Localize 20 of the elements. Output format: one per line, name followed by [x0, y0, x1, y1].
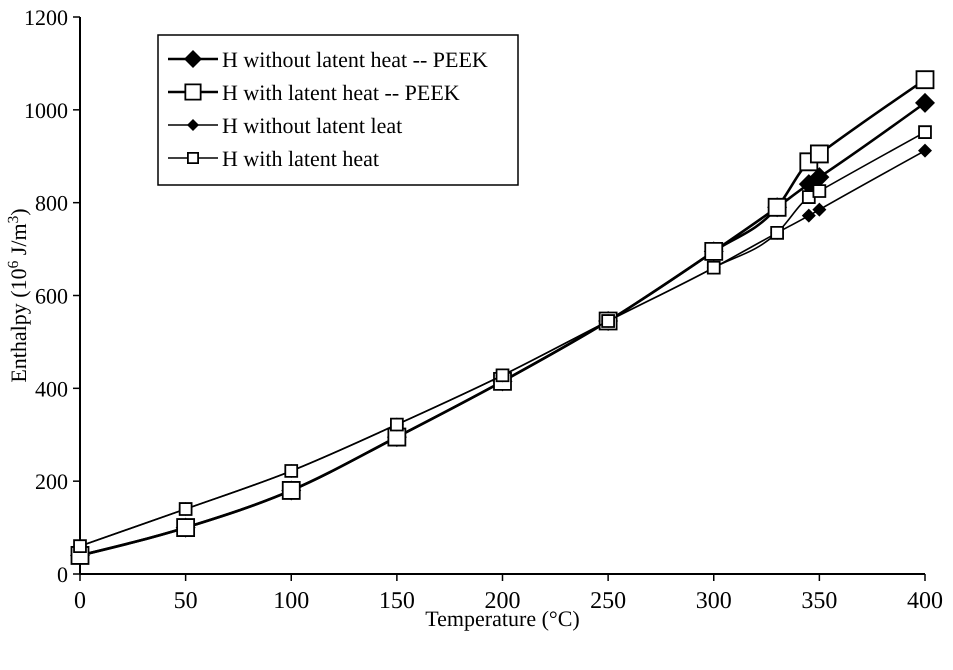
x-tick-label: 400	[907, 588, 943, 614]
y-tick-label: 1200	[24, 5, 68, 30]
y-tick-label: 800	[35, 190, 68, 216]
x-tick-label: 200	[484, 588, 520, 614]
y-tick-label: 400	[35, 376, 68, 402]
y-tick-label: 600	[35, 284, 68, 308]
legend-label: H without latent leat	[222, 113, 402, 138]
x-tick-label: 50	[174, 588, 198, 614]
legend-label: H with latent heat -- PEEK	[222, 80, 460, 105]
y-tick-label: 200	[35, 469, 68, 494]
x-tick-label: 100	[273, 588, 310, 614]
y-tick-label: 0	[57, 562, 68, 587]
x-tick-label: 250	[590, 588, 626, 614]
y-tick-label: 1000	[24, 98, 68, 123]
x-tick-label: 350	[801, 588, 838, 614]
legend-label: H with latent heat	[222, 146, 380, 171]
x-tick-label: 300	[696, 588, 732, 614]
x-tick-label: 0	[74, 588, 86, 614]
legend-label: H without latent heat -- PEEK	[222, 47, 488, 72]
x-tick-label: 150	[378, 588, 415, 614]
